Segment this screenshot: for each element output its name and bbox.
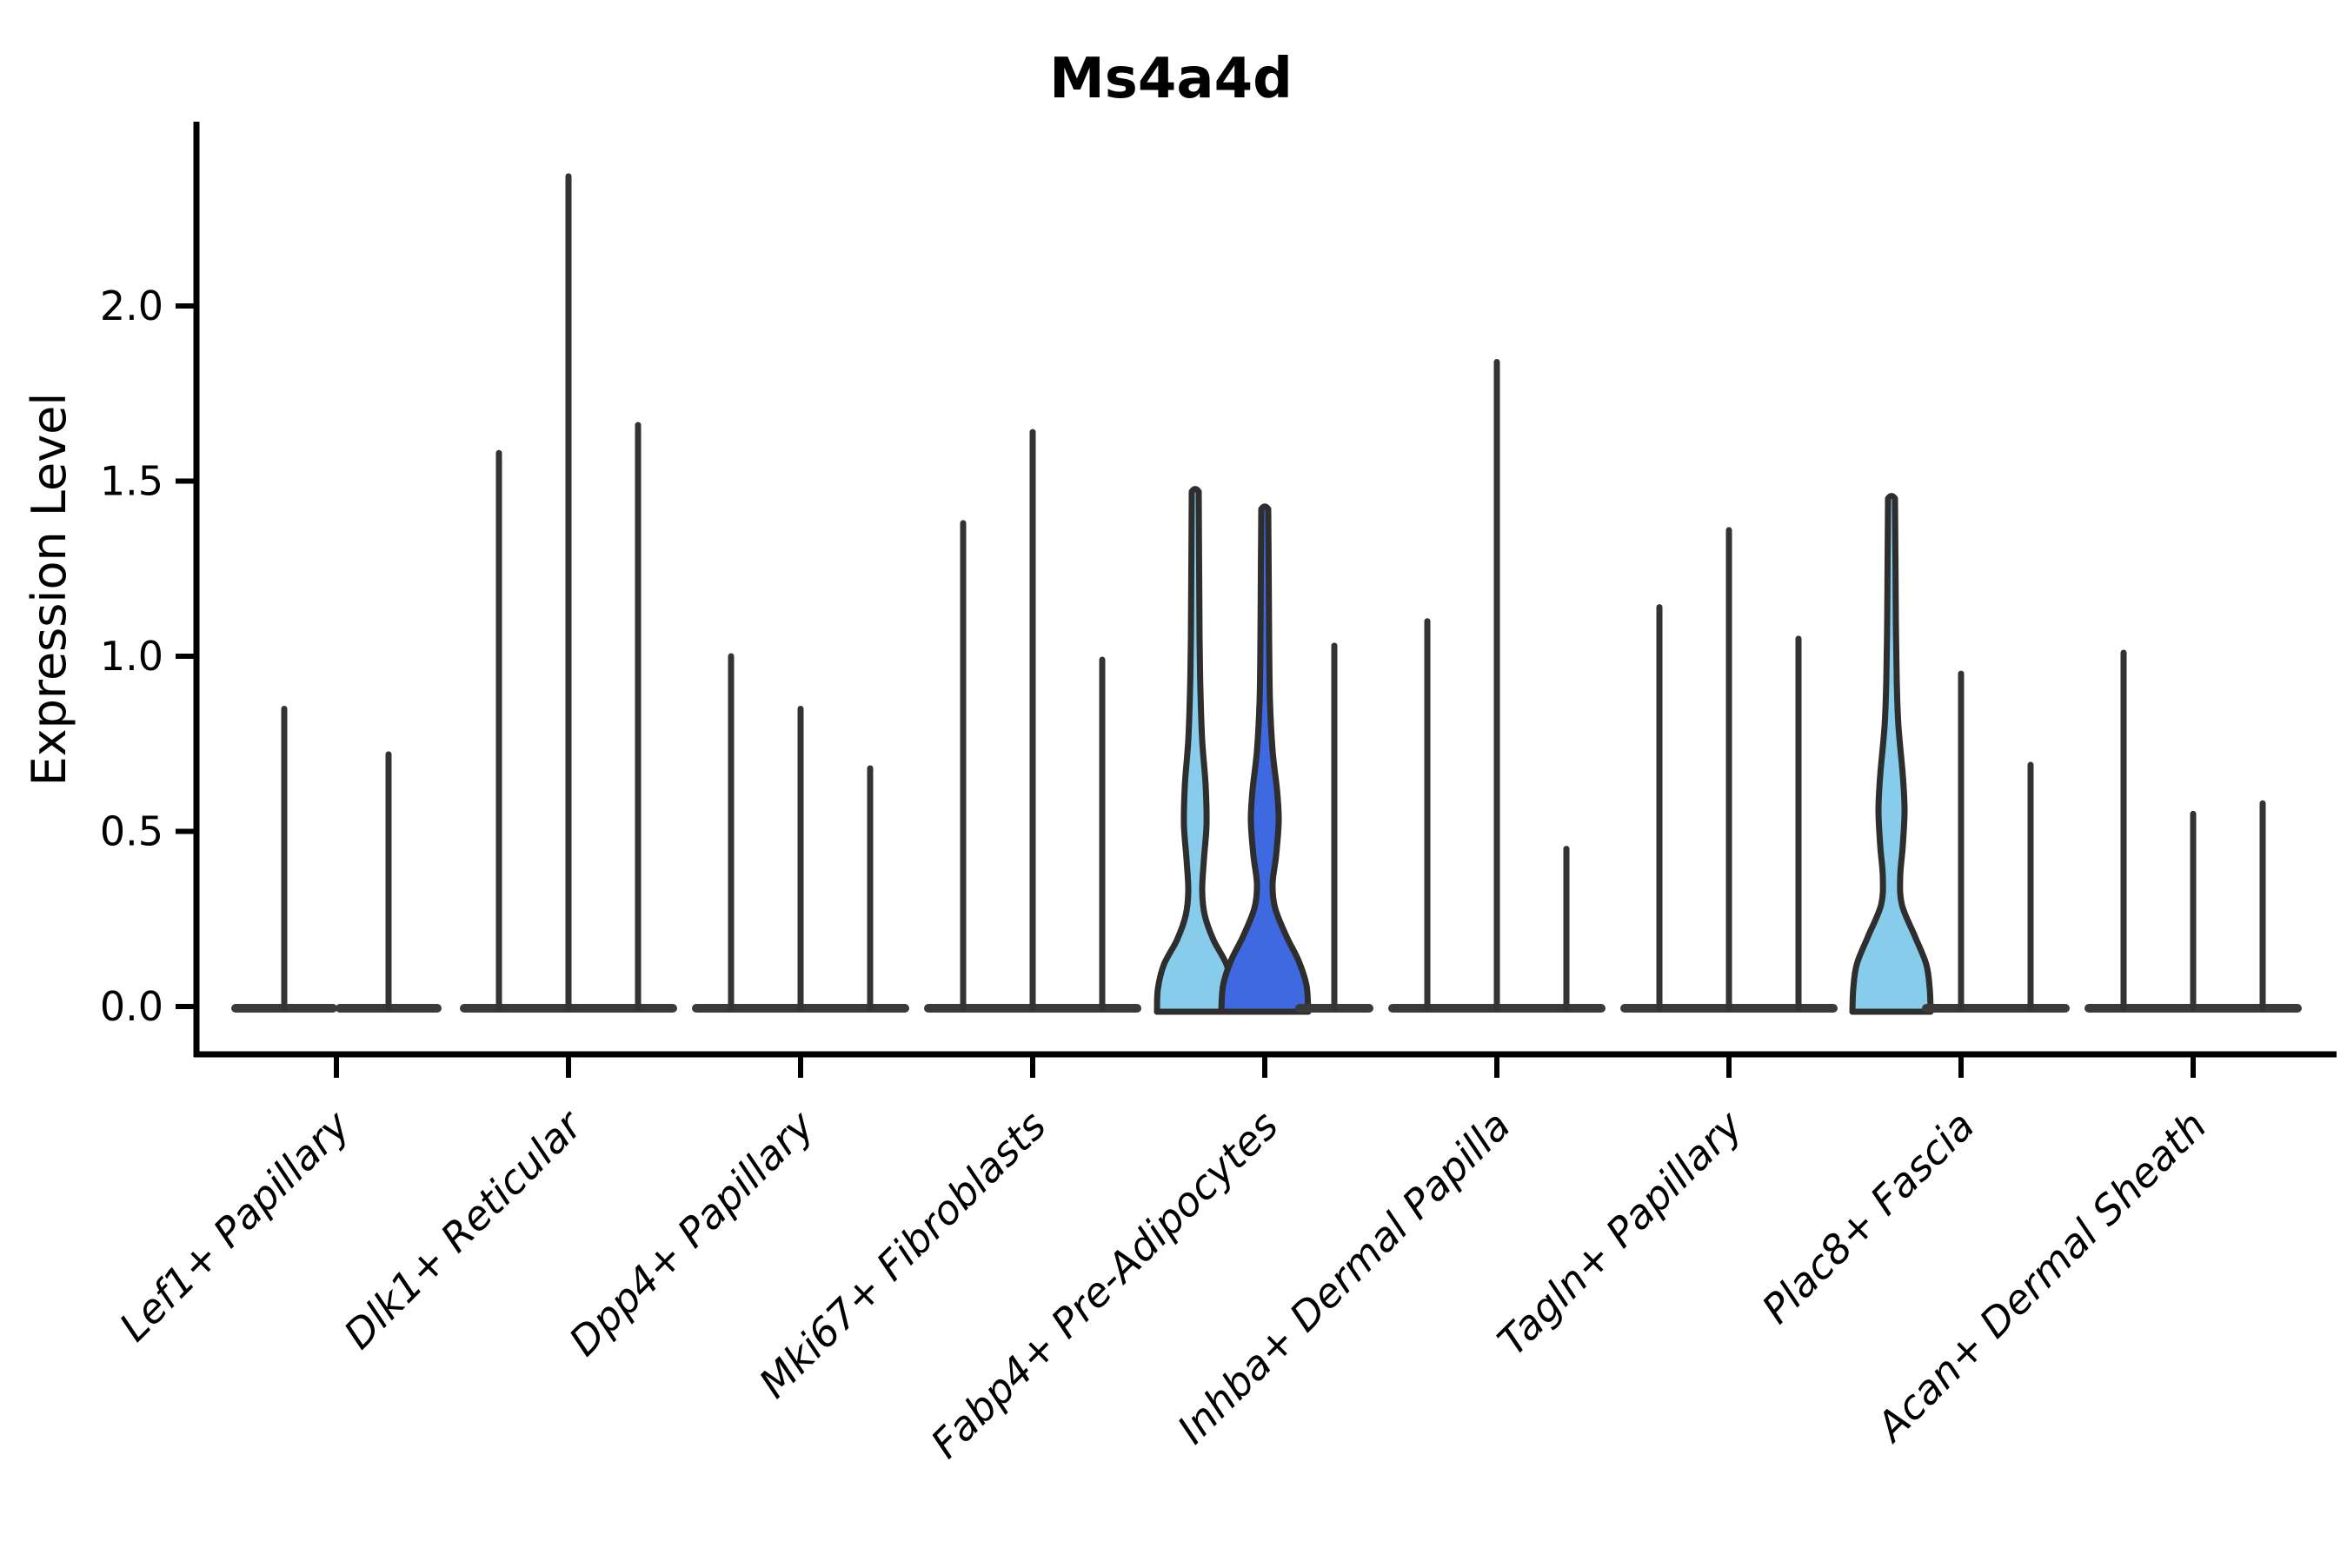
- axes-layer: [176, 122, 2337, 1078]
- violin-body: [1218, 503, 1312, 1015]
- x-tick-label: Dpp4+ Papillary: [560, 1101, 823, 1365]
- y-tick-label: 0.5: [100, 808, 163, 855]
- x-tick-label: Lef1+ Papillary: [110, 1101, 359, 1350]
- violin-group: [1849, 493, 2070, 1015]
- y-tick-label: 0.0: [100, 983, 163, 1030]
- x-tick-label: Dlk1+ Reticular: [335, 1100, 593, 1358]
- violin-group: [1620, 527, 1838, 1013]
- y-tick-label: 1.0: [100, 633, 163, 680]
- plot-title: Ms4a4d: [1049, 47, 1293, 111]
- x-tick-label: Tagln+ Papillary: [1488, 1101, 1752, 1365]
- x-tick-label: Plac8+ Fascia: [1752, 1102, 1983, 1332]
- violin-body: [1849, 493, 1934, 1015]
- violin-body: [1154, 486, 1237, 1015]
- y-axis-label: Expression Level: [22, 393, 76, 787]
- violin-group: [1154, 486, 1373, 1015]
- violin-group: [1388, 358, 1606, 1013]
- violin-group: [692, 653, 909, 1013]
- violin-group: [460, 173, 677, 1013]
- violin-group: [231, 705, 442, 1013]
- violins-layer: [231, 173, 2302, 1015]
- y-tick-label: 2.0: [100, 282, 163, 329]
- y-tick-label: 1.5: [100, 458, 163, 505]
- violin-group: [2084, 649, 2302, 1013]
- violin-group: [924, 429, 1141, 1013]
